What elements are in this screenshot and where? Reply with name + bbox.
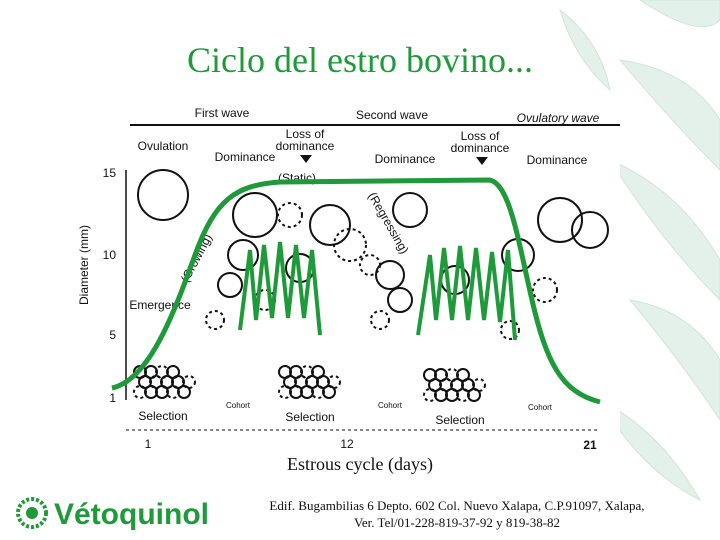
x-tick-label: 12 xyxy=(340,437,354,451)
follicle xyxy=(205,310,225,330)
follicle xyxy=(333,228,367,262)
follicle xyxy=(370,310,390,330)
x-axis-label: Estrous cycle (days) xyxy=(287,454,433,475)
y-tick-label: 10 xyxy=(103,248,117,262)
loss-label: dominance xyxy=(451,141,510,155)
diagram: First wave Second wave Ovulatory wave Ov… xyxy=(77,100,620,475)
follicle xyxy=(532,277,558,303)
wave-label: Ovulatory wave xyxy=(517,111,600,125)
follicle xyxy=(537,197,583,243)
y-tick-label: 5 xyxy=(109,328,116,342)
y-tick-label: 15 xyxy=(103,166,117,180)
follicle xyxy=(359,254,381,276)
follicle xyxy=(182,375,196,389)
y-axis-label: Diameter (mm) xyxy=(77,225,91,305)
green-zigzag xyxy=(416,245,517,341)
diagram-background xyxy=(100,100,620,475)
title: Ciclo del estro bovino... xyxy=(187,40,533,80)
cohort-label: Cohort xyxy=(226,401,251,410)
follicle xyxy=(375,260,405,290)
logo-text: Vétoquinol xyxy=(54,498,209,531)
follicle xyxy=(166,365,180,379)
cohort-label: Cohort xyxy=(528,403,553,412)
follicle xyxy=(571,211,609,249)
ovulation-label: Ovulation xyxy=(138,139,189,153)
footer-address: Edif. Bugambilias 6 Depto. 602 Col. Nuev… xyxy=(269,498,644,513)
follicle xyxy=(311,365,325,379)
dominance-label: Dominance xyxy=(527,153,588,167)
wave-label: First wave xyxy=(195,106,250,120)
logo-icon xyxy=(26,507,38,519)
cohort-label: Cohort xyxy=(378,401,403,410)
follicle xyxy=(137,169,189,221)
follicle xyxy=(456,368,470,382)
x-tick-label: 1 xyxy=(145,437,152,451)
x-tick-label: 21 xyxy=(583,438,597,452)
loss-label: dominance xyxy=(276,139,335,153)
loss-label: Loss of xyxy=(461,129,500,143)
follicle xyxy=(500,320,520,340)
selection-label: Selection xyxy=(138,409,187,423)
dominance-label: Dominance xyxy=(375,152,436,166)
footer-address: Ver. Tel/01-228-819-37-92 y 819-38-82 xyxy=(354,515,560,530)
dominance-label: Dominance xyxy=(215,150,276,164)
leaf-decoration xyxy=(559,0,720,502)
follicle xyxy=(472,378,486,392)
follicle xyxy=(387,287,413,313)
follicle xyxy=(327,375,341,389)
wave-label: Second wave xyxy=(356,108,428,122)
selection-label: Selection xyxy=(435,413,484,427)
follicle xyxy=(217,272,243,298)
follicle xyxy=(392,192,428,228)
logo: Vétoquinol xyxy=(16,497,209,531)
y-tick-label: 1 xyxy=(109,391,116,405)
follicle xyxy=(277,202,303,228)
follicle xyxy=(309,204,351,246)
emergence-label: Emergence xyxy=(129,298,191,312)
follicle xyxy=(227,239,259,271)
logo-icon xyxy=(16,497,48,529)
selection-label: Selection xyxy=(285,410,334,424)
green-curve xyxy=(111,177,601,405)
loss-label: Loss of xyxy=(286,127,325,141)
green-zigzag xyxy=(238,241,322,336)
